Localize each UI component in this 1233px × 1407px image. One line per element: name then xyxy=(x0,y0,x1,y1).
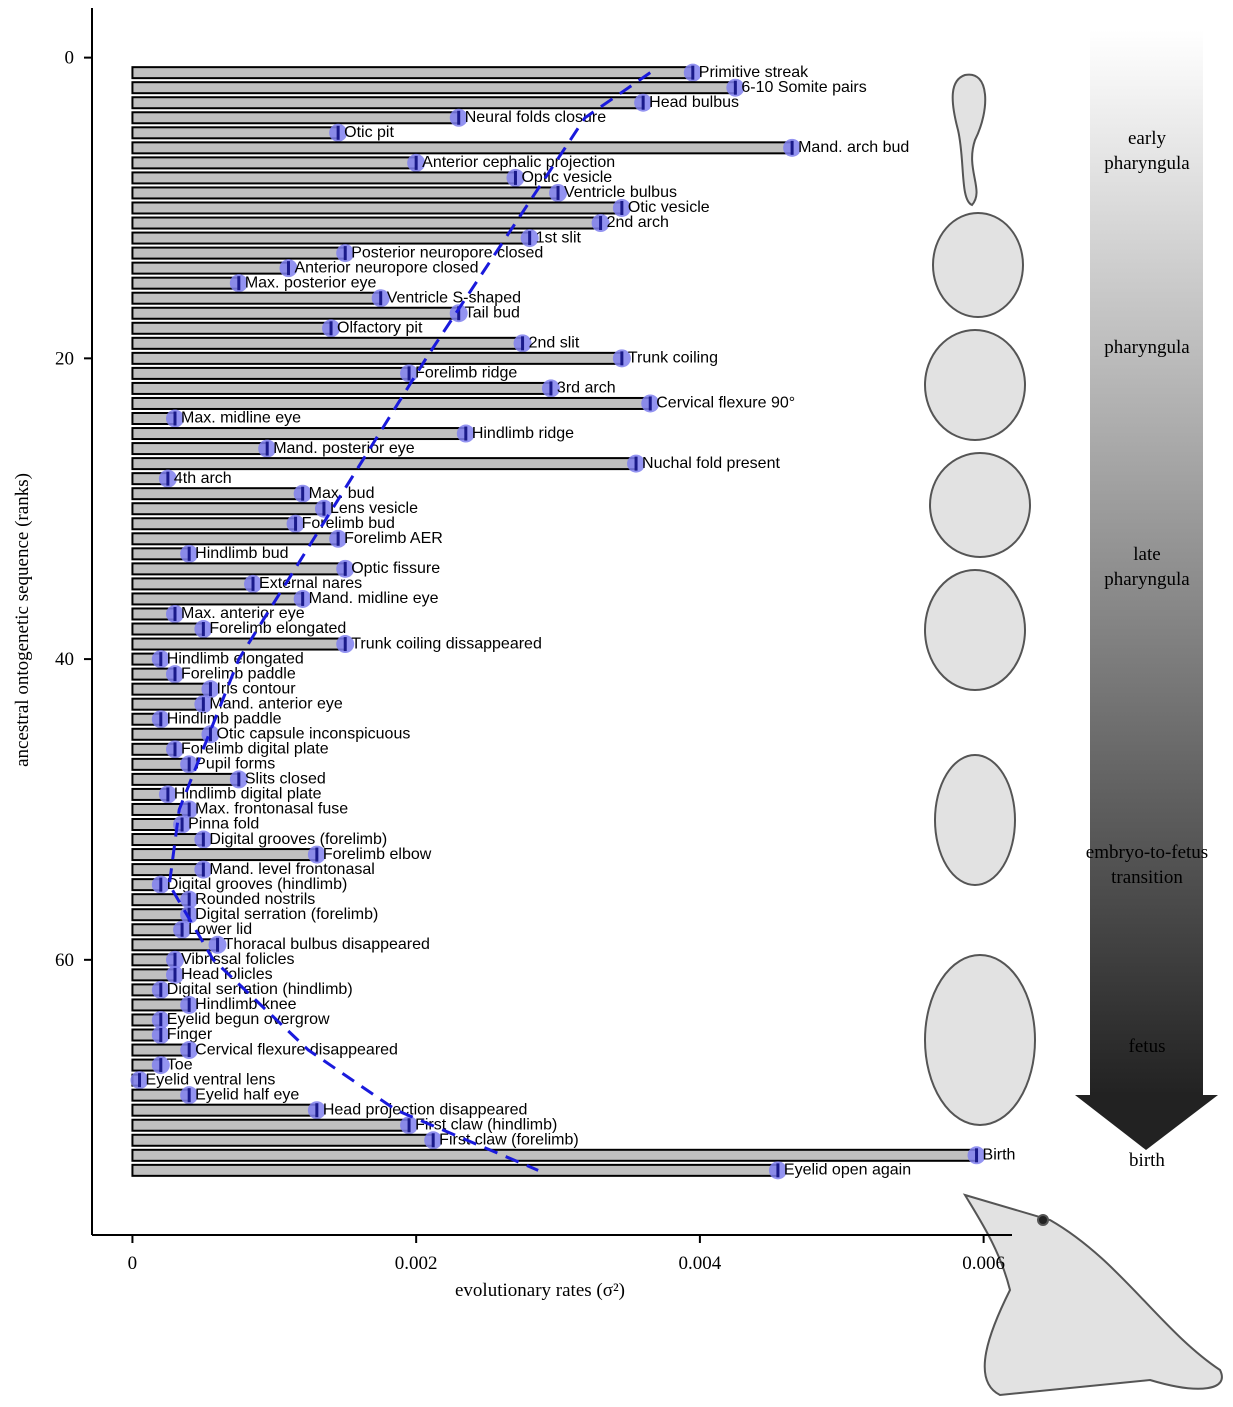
bar-label: Eyelid open again xyxy=(784,1162,911,1179)
bar xyxy=(132,1105,316,1116)
bar-label: Eyelid half eye xyxy=(195,1086,299,1103)
bar xyxy=(132,458,636,469)
bar xyxy=(132,834,203,845)
bar xyxy=(132,729,210,740)
bar xyxy=(132,293,380,304)
bar xyxy=(132,218,600,229)
bar xyxy=(132,278,238,289)
bar xyxy=(132,639,345,650)
bar xyxy=(132,142,792,153)
bar xyxy=(132,1165,777,1176)
bar-label: Otic pit xyxy=(344,124,394,141)
stage-label: pharyngula xyxy=(1104,569,1190,590)
bar xyxy=(132,939,217,950)
bar-label: First claw (forelimb) xyxy=(439,1131,579,1148)
y-axis-label: ancestral ontogenetic sequence (ranks) xyxy=(12,473,33,767)
bar xyxy=(132,248,345,259)
bar-label: 4th arch xyxy=(174,470,232,487)
bar xyxy=(132,323,331,334)
bar xyxy=(132,368,409,379)
bar xyxy=(132,202,621,213)
stage-label: late xyxy=(1133,544,1160,565)
bar xyxy=(132,849,316,860)
bar xyxy=(132,1120,409,1131)
bar-label: 3rd arch xyxy=(557,380,616,397)
bar xyxy=(132,503,324,514)
bar xyxy=(132,1135,433,1146)
chart: evolutionary rates (σ²) ancestral ontoge… xyxy=(0,0,1233,1407)
bar xyxy=(132,97,643,108)
y-tick-label: 40 xyxy=(55,649,74,670)
bar-label: 2nd arch xyxy=(607,214,669,231)
bar xyxy=(132,187,558,198)
bar-label: Forelimb ridge xyxy=(415,365,517,382)
x-tick-label: 0.006 xyxy=(962,1253,1005,1274)
stage-label: pharyngula xyxy=(1104,337,1190,358)
bar xyxy=(132,67,692,78)
bar xyxy=(132,157,416,168)
bar xyxy=(132,308,458,319)
bar xyxy=(132,443,267,454)
y-tick-label: 60 xyxy=(55,950,74,971)
bar-label: 2nd slit xyxy=(529,335,580,352)
bar xyxy=(132,864,203,875)
bar xyxy=(132,533,338,544)
bar-label: Trunk coiling dissappeared xyxy=(351,635,542,652)
x-axis-label: evolutionary rates (σ²) xyxy=(455,1280,625,1301)
y-tick-label: 20 xyxy=(55,348,74,369)
bar-label: Hindlimb bud xyxy=(195,545,288,562)
bar xyxy=(132,563,345,574)
bar xyxy=(132,233,529,244)
bar xyxy=(132,488,302,499)
bar xyxy=(132,263,288,274)
bar-label: Nuchal fold present xyxy=(642,455,780,472)
bar xyxy=(132,127,338,138)
bar xyxy=(132,428,465,439)
bar xyxy=(132,684,210,695)
x-tick-label: 0.004 xyxy=(679,1253,722,1274)
stage-label: early xyxy=(1128,128,1166,149)
bar-label: Tail bud xyxy=(465,304,520,321)
stage-arrow xyxy=(1075,30,1218,1150)
bar-label: Forelimb elongated xyxy=(209,620,346,637)
x-tick-label: 0 xyxy=(128,1253,138,1274)
stage-label: embryo-to-fetus xyxy=(1086,842,1208,863)
bar xyxy=(132,338,522,349)
bar xyxy=(132,398,650,409)
bar-label: 6-10 Somite pairs xyxy=(741,79,866,96)
bar xyxy=(132,353,621,364)
bar xyxy=(132,518,295,529)
bar xyxy=(132,624,203,635)
bar xyxy=(132,578,253,589)
bar xyxy=(132,82,735,93)
bar-label: Hindlimb ridge xyxy=(472,425,574,442)
bar-label: Head bulbus xyxy=(649,94,739,111)
bar-label: Max. posterior eye xyxy=(245,274,377,291)
bar-label: Olfactory pit xyxy=(337,320,423,337)
bar xyxy=(132,383,551,394)
bar-label: Mand. arch bud xyxy=(798,139,909,156)
x-tick-label: 0.002 xyxy=(395,1253,438,1274)
stage-label: birth xyxy=(1129,1150,1165,1171)
stage-label: transition xyxy=(1111,867,1183,888)
bar-label: Mand. midline eye xyxy=(309,590,439,607)
bar-label: Trunk coiling xyxy=(628,350,718,367)
stage-label: pharyngula xyxy=(1104,153,1190,174)
bar-label: Cervical flexure disappeared xyxy=(195,1041,398,1058)
bar-label: Forelimb AER xyxy=(344,530,443,547)
y-tick-label: 0 xyxy=(65,48,75,69)
bar xyxy=(132,1150,976,1161)
bar-label: Mand. posterior eye xyxy=(273,440,415,457)
bar xyxy=(132,699,203,710)
bar xyxy=(132,112,458,123)
bar-label: Max. midline eye xyxy=(181,410,301,427)
bar-label: Birth xyxy=(983,1147,1016,1164)
bar xyxy=(132,774,238,785)
bar xyxy=(132,172,515,183)
bar-label: Optic fissure xyxy=(351,560,440,577)
bar-label: Cervical flexure 90° xyxy=(656,395,795,412)
stage-label: fetus xyxy=(1129,1036,1166,1057)
